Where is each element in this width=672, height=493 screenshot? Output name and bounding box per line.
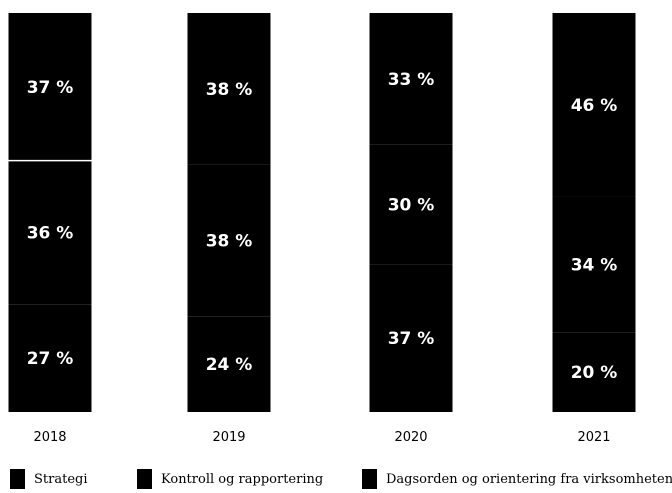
- data-label-2021-series-0: 20 %: [571, 363, 618, 383]
- bar-2019-series-0: [187, 316, 271, 412]
- data-label-2018-series-0: 27 %: [27, 349, 74, 369]
- data-label-2018-series-1: 36 %: [27, 223, 74, 243]
- x-tick-label-2019: 2019: [212, 430, 245, 445]
- bar-2021-series-1: [552, 196, 636, 333]
- legend: Strategi Kontroll og rapportering Dagsor…: [0, 469, 672, 493]
- legend-swatch-strategi: [10, 469, 25, 489]
- data-label-2019-series-1: 38 %: [206, 231, 253, 251]
- data-label-2019-series-0: 24 %: [206, 355, 253, 375]
- bar-2018-series-0: [8, 304, 92, 412]
- data-label-2020-series-1: 30 %: [388, 196, 435, 216]
- legend-swatch-kontroll: [137, 469, 152, 489]
- stacked-bar-chart: 27 % 36 % 37 % 2018 24 % 38 % 38 % 2019 37 % 30 %…: [8, 13, 636, 445]
- data-label-2021-series-1: 34 %: [571, 255, 618, 275]
- x-tick-label-2021: 2021: [577, 430, 610, 445]
- bar-2020-series-1: [369, 144, 453, 265]
- legend-label-kontroll: Kontroll og rapportering: [161, 471, 324, 487]
- legend-item-dagsorden: Dagsorden og orientering fra virksomhete…: [362, 469, 672, 489]
- data-label-2018-series-2: 37 %: [27, 78, 74, 98]
- x-tick-label-2020: 2020: [394, 430, 427, 445]
- data-label-2019-series-2: 38 %: [206, 80, 253, 100]
- bar-2020-series-2: [369, 13, 453, 145]
- bar-2021-series-0: [552, 332, 636, 412]
- bar-2020-series-0: [369, 264, 453, 412]
- bar-2019-series-1: [187, 164, 271, 317]
- bar-2018-series-2: [8, 13, 92, 161]
- bar-2018-series-1: [8, 160, 92, 305]
- data-label-2020-series-0: 37 %: [388, 329, 435, 349]
- data-label-2020-series-2: 33 %: [388, 70, 435, 90]
- legend-label-strategi: Strategi: [34, 471, 88, 487]
- legend-item-strategi: Strategi: [10, 469, 88, 489]
- legend-label-dagsorden: Dagsorden og orientering fra virksomhete…: [386, 471, 672, 487]
- bar-2021-series-2: [552, 13, 636, 197]
- x-tick-label-2018: 2018: [33, 430, 66, 445]
- data-label-2021-series-2: 46 %: [571, 96, 618, 116]
- bar-2019-series-2: [187, 13, 271, 165]
- legend-swatch-dagsorden: [362, 469, 377, 489]
- legend-item-kontroll: Kontroll og rapportering: [137, 469, 323, 489]
